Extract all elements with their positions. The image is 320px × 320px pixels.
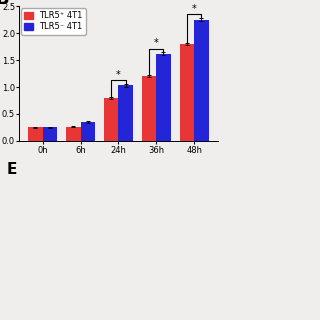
- Legend: TLR5⁺ 4T1, TLR5⁻ 4T1: TLR5⁺ 4T1, TLR5⁻ 4T1: [21, 8, 86, 35]
- Text: *: *: [192, 4, 196, 14]
- Bar: [142, 76, 156, 141]
- Text: *: *: [116, 69, 121, 79]
- Bar: [194, 20, 209, 141]
- Text: B: B: [0, 0, 9, 8]
- Bar: [43, 127, 57, 141]
- Text: E: E: [6, 162, 17, 177]
- Bar: [28, 127, 43, 141]
- Bar: [81, 122, 95, 141]
- Bar: [104, 98, 118, 141]
- Text: *: *: [154, 38, 159, 48]
- Bar: [66, 126, 81, 141]
- Bar: [156, 54, 171, 141]
- Bar: [180, 44, 194, 141]
- Bar: [118, 85, 133, 141]
